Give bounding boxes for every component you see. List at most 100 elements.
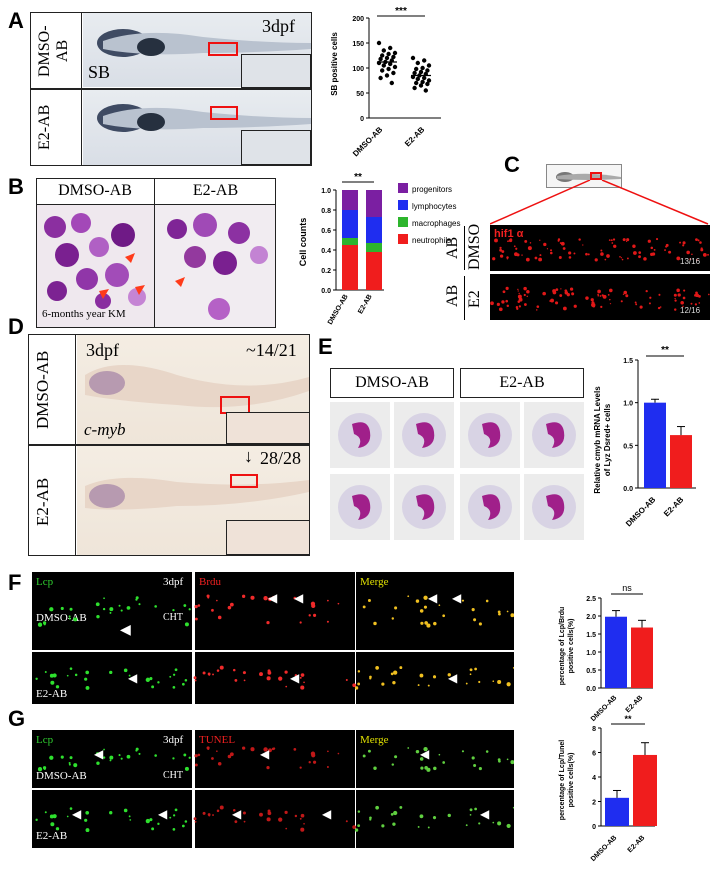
fluorescent-signal [606,254,610,258]
fluorescent-signal [620,300,623,303]
fluorescent-signal [697,239,700,242]
fluorescent-signal [432,816,437,820]
fluorescent-signal [498,759,501,763]
fluorescent-signal [85,685,90,690]
fluorescent-signal [668,250,672,254]
data-point [425,68,430,73]
fluorescent-signal [390,813,394,816]
y-axis-label: positive cells(%) [568,619,575,674]
data-point [388,61,393,67]
fluorescent-signal [420,766,424,770]
fluorescent-signal [174,808,178,812]
panel-b-caption: 6-months year KM [42,308,126,320]
y-tick-label: 200 [352,16,364,23]
fluorescent-signal [502,290,506,294]
fluorescent-signal [558,255,562,259]
fluorescent-signal [611,242,614,244]
fluorescent-signal [626,238,630,242]
panel-e-head2: E2-AB [499,374,545,391]
y-tick-label: 1.5 [623,358,633,365]
data-point [376,40,382,46]
panel-g-tunel-e2 [195,790,355,848]
panel-g-row1: DMSO-AB [36,770,87,782]
fluorescent-signal [560,288,562,290]
fluorescent-signal [507,240,509,243]
fluorescent-signal [219,665,224,670]
fluorescent-signal [536,309,538,311]
panel-d-count1: ~14/21 [246,340,297,360]
fluorescent-signal [499,254,504,258]
fluorescent-signal [690,302,693,305]
fluorescent-signal [193,817,197,821]
fluorescent-signal [538,257,543,262]
fluorescent-signal [232,808,236,812]
zebrafish-larva-image [97,29,311,57]
fluorescent-signal [219,805,224,810]
fluorescent-signal [676,288,680,293]
fluorescent-signal [469,813,472,816]
fluorescent-signal [423,754,428,758]
fluorescent-signal [345,820,348,823]
fluorescent-signal [609,298,611,301]
fluorescent-signal [375,805,379,810]
data-point [422,75,427,81]
panel-f-lcp-dmso [32,572,192,650]
fluorescent-signal [506,682,511,687]
y-tick-label: 0.0 [623,486,633,493]
fluorescent-signal [600,305,603,308]
panel-letter-d: D [8,314,24,339]
fluorescent-signal [506,823,511,829]
panel-a-row2-label: E2-AB [36,104,53,150]
arrow-icon: ◀ [452,591,462,605]
fluorescent-signal [585,252,588,256]
fluorescent-signal [194,605,198,609]
fluorescent-signal [665,243,669,247]
y-tick-label: 4 [592,775,596,782]
fluorescent-signal [539,239,541,241]
y-axis-label: Relative cmyb mRNA Levels [593,386,602,494]
fluorescent-signal [478,767,482,771]
fluorescent-signal [126,754,131,759]
fluorescent-signal [84,818,88,822]
y-tick-label: 0.5 [586,668,596,675]
bar [633,754,657,826]
panel-g-signal-overlay: ◀ ◀ ◀ ◀ ◀ ◀ ◀ ◀ [35,746,514,833]
arrow-icon: ◀ [294,591,304,605]
y-tick-label: 1.0 [321,188,331,195]
data-point [414,80,419,86]
panel-f-ch3: Merge [360,576,389,588]
fluorescent-signal [465,824,468,827]
fluorescent-signal [299,766,302,769]
fluorescent-signal [424,766,428,770]
panel-a-stage: 3dpf [262,16,295,36]
data-point [389,80,394,86]
fluorescent-signal [499,248,503,252]
data-point [425,81,430,87]
fluorescent-signal [267,670,272,675]
panel-letter-e: E [318,334,333,359]
fluorescent-signal [621,258,624,261]
fluorescent-signal [85,810,90,815]
fluorescent-signal [600,249,603,252]
fluorescent-signal [308,614,311,617]
fluorescent-signal [674,308,677,311]
panel-c-count1: 13/16 [680,257,701,266]
fluorescent-signal [278,817,283,822]
arrow-icon: ◀ [128,671,138,685]
data-point [392,64,398,70]
panel-d-divider [28,444,310,446]
fluorescent-signal [638,255,641,259]
fluorescent-signal [518,292,520,295]
fluorescent-signal [677,293,681,297]
fluorescent-signal [635,303,638,306]
fluorescent-signal [300,813,305,818]
bar [605,616,627,688]
panel-e-chart: Relative cmyb mRNA Levels of Lyz Dsred+ … [593,345,696,528]
fluorescent-signal [96,761,100,765]
panel-e-head2-box [460,368,584,398]
data-point [415,76,420,82]
fluorescent-signal [682,305,684,308]
y-tick-label: 2 [592,800,596,807]
fluorescent-signal [625,240,628,243]
fluorescent-signal [197,753,201,757]
